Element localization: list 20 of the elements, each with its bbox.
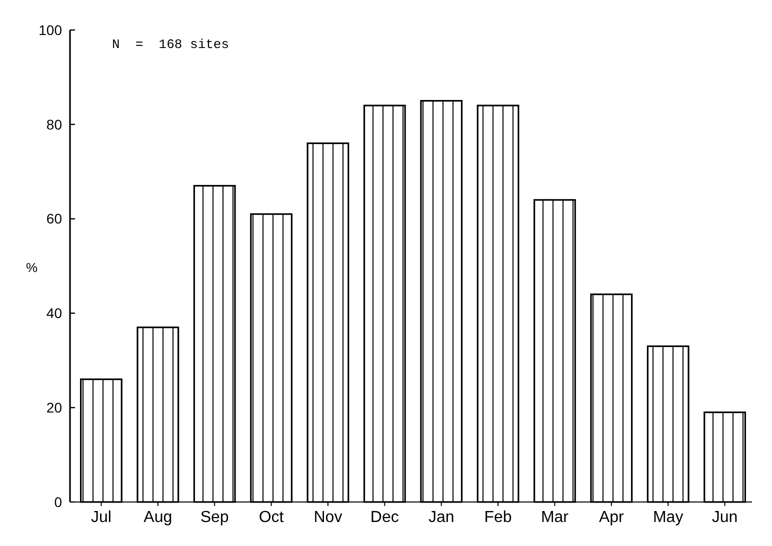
x-tick-label: Dec: [370, 509, 399, 526]
x-tick-label: Aug: [144, 509, 172, 526]
y-tick-label: 80: [46, 116, 62, 132]
x-tick-label: May: [652, 509, 684, 526]
y-tick-label: 60: [46, 210, 62, 227]
annotation: N = 168 sites: [112, 37, 230, 52]
x-tick-label: Oct: [258, 509, 284, 526]
y-tick-label: 100: [38, 22, 62, 38]
y-tick-label: 20: [46, 400, 62, 416]
x-tick-label: Jul: [90, 509, 112, 526]
y-tick-label: 40: [46, 305, 62, 322]
x-tick-label: Nov: [314, 509, 342, 526]
x-tick-label: Apr: [598, 509, 625, 526]
x-tick-label: Sep: [200, 509, 229, 526]
y-tick-label: 0: [54, 494, 62, 510]
x-tick-label: Jan: [428, 509, 454, 526]
x-tick-label: Jun: [712, 509, 738, 526]
x-tick-label: Feb: [484, 509, 512, 526]
x-tick-label: Mar: [540, 509, 570, 526]
y-axis-title: %: [26, 260, 38, 275]
